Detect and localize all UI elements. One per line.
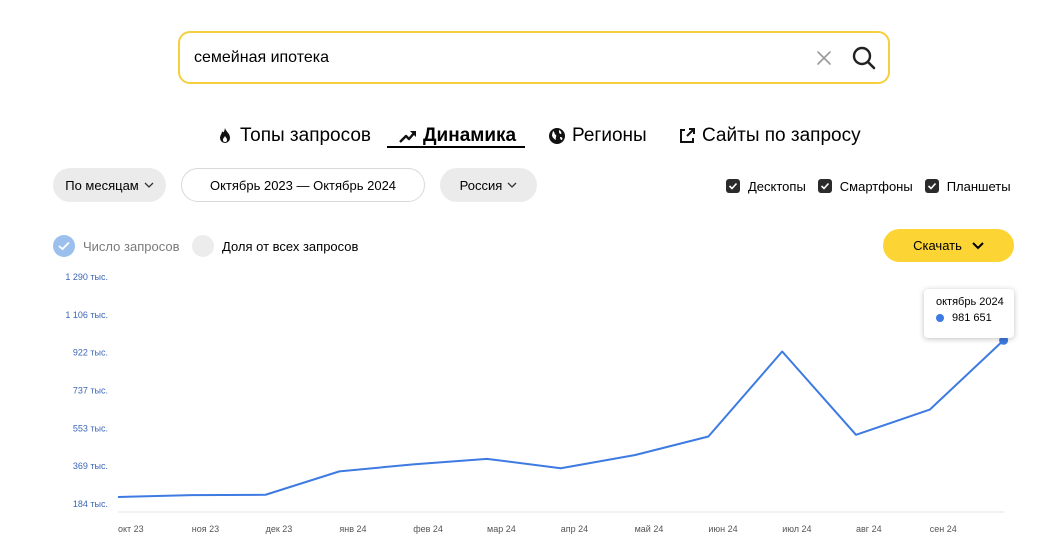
- download-label: Скачать: [913, 238, 962, 253]
- checkbox-checked-icon: [726, 179, 740, 193]
- tooltip-value: 981 651: [952, 312, 992, 324]
- x-tick-label: авг 24: [856, 524, 882, 534]
- search-box: [178, 31, 890, 84]
- checkbox-checked-icon: [924, 179, 939, 193]
- x-tick-label: июн 24: [708, 524, 737, 534]
- tab-regions[interactable]: Регионы: [548, 122, 647, 150]
- radio-checked-icon: [53, 235, 75, 257]
- x-tick-label: май 24: [635, 524, 664, 534]
- y-tick-label: 737 тыс.: [73, 386, 108, 396]
- period-group-dropdown[interactable]: По месяцам: [53, 168, 166, 202]
- queries-line-chart: 184 тыс. 369 тыс. 553 тыс. 737 тыс. 922 тыс.…: [65, 272, 1009, 534]
- checkbox-tablets[interactable]: Планшеты: [924, 178, 1011, 194]
- checkbox-desktops[interactable]: Десктопы: [726, 179, 806, 194]
- globe-icon: [548, 127, 566, 145]
- y-tick-label: 184 тыс.: [73, 499, 108, 509]
- fire-icon: [216, 127, 234, 145]
- chevron-down-icon: [507, 182, 517, 188]
- chevron-down-icon: [144, 182, 154, 188]
- download-button[interactable]: Скачать: [883, 229, 1014, 262]
- y-tick-label: 369 тыс.: [73, 461, 108, 471]
- search-icon[interactable]: [850, 44, 878, 72]
- highlighted-data-point[interactable]: [999, 335, 1009, 345]
- x-tick-label: фев 24: [413, 524, 443, 534]
- tab-label: Регионы: [572, 125, 647, 146]
- date-range-picker[interactable]: Октябрь 2023 — Октябрь 2024: [181, 168, 425, 202]
- x-tick-label: ноя 23: [192, 524, 219, 534]
- search-input[interactable]: [194, 33, 794, 82]
- checkbox-smartphones[interactable]: Смартфоны: [817, 178, 913, 194]
- period-group-label: По месяцам: [65, 177, 139, 193]
- tab-dynamics[interactable]: Динамика: [399, 122, 516, 150]
- metric-label: Число запросов: [83, 238, 180, 254]
- tooltip-date: октябрь 2024: [936, 296, 1004, 308]
- x-tick-label: сен 24: [930, 524, 957, 534]
- y-tick-label: 1 290 тыс.: [65, 272, 108, 282]
- device-filters: Десктопы Смартфоны Планшеты: [726, 178, 1011, 194]
- x-tick-label: мар 24: [487, 524, 516, 534]
- tab-label: Топы запросов: [240, 125, 371, 146]
- region-label: Россия: [459, 177, 503, 193]
- checkbox-label: Десктопы: [748, 178, 806, 194]
- active-tab-underline: [387, 146, 525, 148]
- x-tick-label: июл 24: [782, 524, 811, 534]
- chart-tooltip: октябрь 2024 981 651: [924, 289, 1014, 338]
- y-tick-label: 1 106 тыс.: [65, 310, 108, 320]
- tab-sites[interactable]: Сайты по запросу: [678, 122, 861, 150]
- series-line: [117, 339, 1005, 499]
- checkbox-label: Смартфоны: [839, 178, 913, 194]
- metric-query-count[interactable]: Число запросов: [53, 235, 179, 257]
- metric-label: Доля от всех запросов: [222, 238, 359, 254]
- checkbox-label: Планшеты: [946, 178, 1011, 194]
- region-dropdown[interactable]: Россия: [440, 168, 537, 202]
- radio-unchecked-icon: [192, 235, 214, 257]
- trend-up-icon: [399, 127, 417, 145]
- tab-top-queries[interactable]: Топы запросов: [216, 122, 371, 150]
- close-icon[interactable]: [814, 48, 834, 68]
- x-tick-label: янв 24: [339, 524, 366, 534]
- external-link-icon: [678, 127, 696, 145]
- chevron-down-icon: [972, 241, 984, 249]
- tab-label: Сайты по запросу: [702, 125, 861, 146]
- date-range-label: Октябрь 2023 — Октябрь 2024: [209, 177, 397, 193]
- x-tick-label: апр 24: [561, 524, 588, 534]
- metric-share[interactable]: Доля от всех запросов: [192, 235, 358, 257]
- x-tick-label: дек 23: [266, 524, 293, 534]
- x-tick-label: окт 23: [118, 524, 144, 534]
- checkbox-checked-icon: [817, 179, 832, 193]
- report-tabs: Топы запросов Динамика Регионы Сайты по …: [0, 122, 1050, 152]
- tab-label: Динамика: [423, 125, 517, 146]
- series-dot-icon: [936, 314, 944, 322]
- y-tick-label: 553 тыс.: [73, 423, 108, 433]
- y-tick-label: 922 тыс.: [73, 348, 108, 358]
